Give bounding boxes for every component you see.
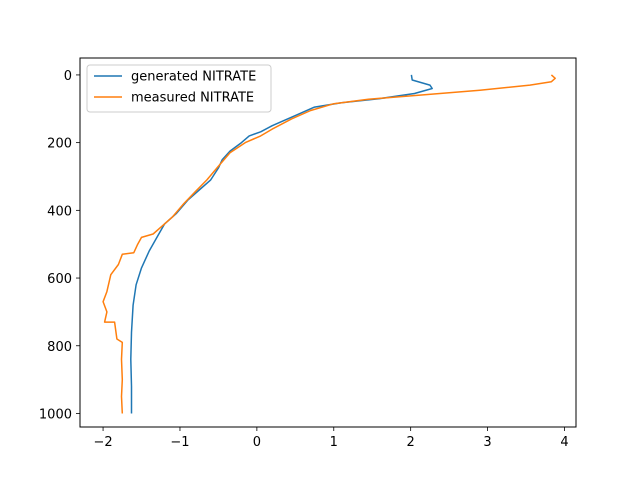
y-tick-label: 400: [47, 204, 72, 219]
y-tick-label: 600: [47, 272, 72, 287]
series-line-measured: [102, 74, 556, 414]
x-tick-label: 0: [253, 435, 261, 450]
series-lines: [102, 74, 556, 414]
y-axis: 0 200 400 600 800 1000: [39, 69, 80, 422]
legend-box: [86, 64, 272, 113]
y-tick-label: 800: [47, 340, 72, 355]
x-axis: −2 −1 0 1 2 3 4: [93, 427, 569, 450]
x-tick-label: 2: [407, 435, 415, 450]
legend: generated NITRATE measured NITRATE: [86, 64, 272, 113]
plot-frame: [79, 57, 577, 428]
x-tick-label: 1: [330, 435, 338, 450]
legend-label-generated: generated NITRATE: [131, 70, 256, 85]
x-tick-label: −2: [93, 435, 112, 450]
x-tick-label: −1: [170, 435, 189, 450]
legend-label-measured: measured NITRATE: [131, 91, 254, 106]
x-tick-label: 3: [483, 435, 491, 450]
y-tick-label: 0: [64, 69, 72, 84]
x-tick-label: 4: [560, 435, 568, 450]
y-tick-label: 1000: [39, 407, 72, 422]
y-tick-label: 200: [47, 137, 72, 152]
